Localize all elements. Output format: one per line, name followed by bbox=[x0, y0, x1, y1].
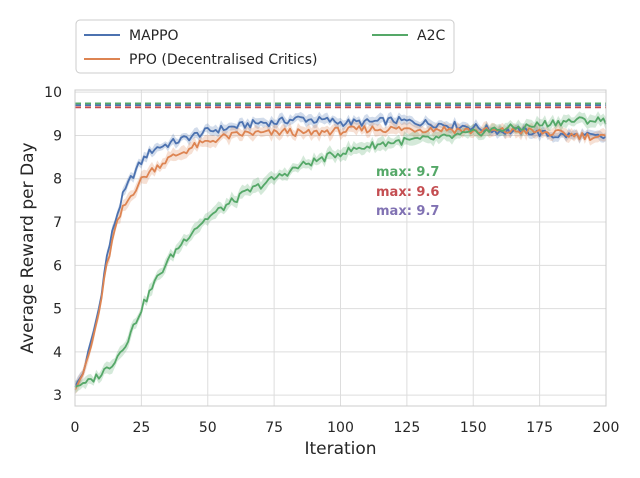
y-tick-label: 7 bbox=[53, 215, 62, 231]
x-tick-label: 100 bbox=[327, 420, 354, 436]
y-tick-label: 8 bbox=[53, 172, 62, 188]
x-tick-label: 200 bbox=[593, 420, 620, 436]
legend-label: A2C bbox=[417, 28, 445, 44]
y-tick-label: 3 bbox=[53, 388, 62, 404]
max-annotation: max: 9.7 bbox=[376, 204, 439, 219]
y-tick-labels: 3 4 5 6 7 8 9 10 bbox=[44, 85, 62, 404]
plot-frame bbox=[74, 89, 607, 407]
confidence-bands bbox=[75, 111, 606, 395]
y-tick-label: 4 bbox=[53, 345, 62, 361]
series-band bbox=[75, 111, 606, 393]
legend-box bbox=[75, 19, 455, 74]
x-tick-label: 50 bbox=[199, 420, 217, 436]
y-tick-label: 9 bbox=[53, 128, 62, 144]
max-annotation: max: 9.7 bbox=[376, 165, 439, 180]
series-lines bbox=[74, 115, 607, 391]
legend-label: PPO (Decentralised Critics) bbox=[129, 52, 318, 68]
y-axis-label: Average Reward per Day bbox=[18, 142, 38, 353]
x-tick-labels: 0 25 50 75 100 125 150 175 200 bbox=[71, 420, 620, 436]
x-axis-label: Iteration bbox=[304, 439, 376, 459]
grid bbox=[74, 90, 607, 406]
max-annotation: max: 9.6 bbox=[376, 185, 439, 200]
x-tick-label: 125 bbox=[394, 420, 421, 436]
x-tick-label: 0 bbox=[71, 420, 80, 436]
max-annotations: max: 9.7 max: 9.6 max: 9.7 bbox=[376, 165, 439, 219]
x-tick-label: 75 bbox=[265, 420, 283, 436]
x-tick-label: 150 bbox=[460, 420, 487, 436]
y-tick-label: 6 bbox=[53, 258, 62, 274]
legend-label: MAPPO bbox=[129, 28, 179, 44]
max-reference-lines bbox=[75, 102, 606, 109]
x-tick-label: 25 bbox=[132, 420, 150, 436]
series-line bbox=[74, 116, 607, 388]
y-tick-label: 5 bbox=[53, 302, 62, 318]
x-tick-label: 175 bbox=[526, 420, 553, 436]
series-line bbox=[74, 125, 607, 391]
y-tick-label: 10 bbox=[44, 85, 62, 101]
legend: MAPPO PPO (Decentralised Critics) A2C bbox=[75, 19, 455, 74]
